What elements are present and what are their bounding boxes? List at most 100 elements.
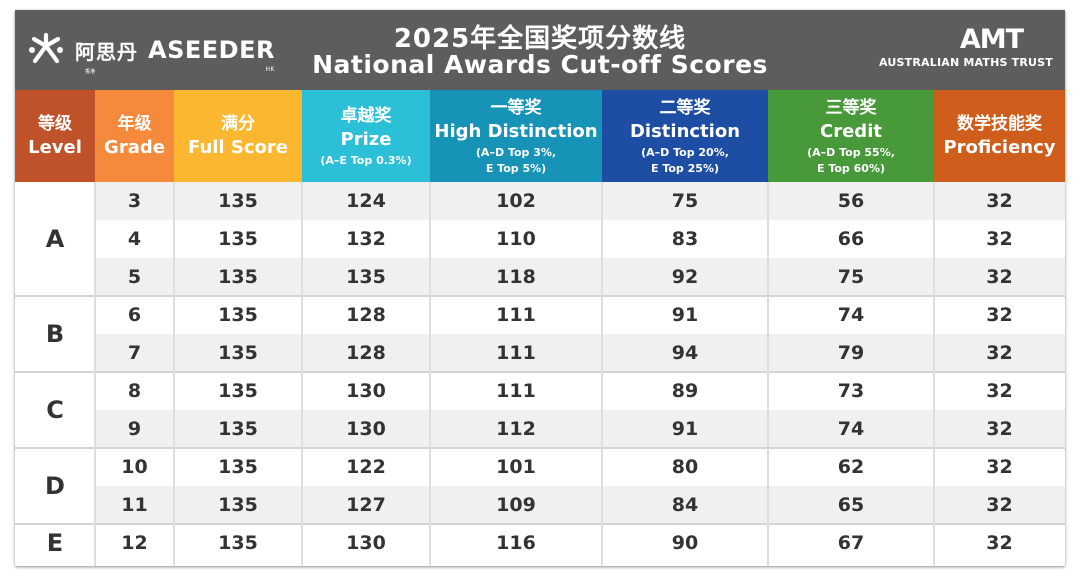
column-divider [429,182,431,566]
cell-full-score: 135 [218,342,258,364]
column-divider [94,182,96,566]
cell-credit: 79 [837,342,865,364]
header-en-label: Credit [820,121,882,142]
column-header-full-score: 满分 Full Score [174,90,302,182]
cell-grade: 3 [127,190,142,212]
aseeder-logo: 阿思丹 ASEEDER HK 香港 [27,30,275,75]
logo-hk-text: HK [265,66,275,73]
column-header-proficiency: 数学技能奖 Proficiency [934,90,1065,182]
cell-prize: 128 [346,304,386,326]
cell-grade: 7 [127,342,142,364]
cell-distinction: 80 [671,456,699,478]
header-sub2-label: E Top 60%) [816,162,885,175]
cell-full-score: 135 [218,266,258,288]
table-row: 9 135 130 112 91 74 32 [95,410,1065,448]
cell-prize: 130 [346,418,386,440]
table-row: 3 135 124 102 75 56 32 [95,182,1065,220]
cell-distinction: 75 [671,190,699,212]
score-table-card: 阿思丹 ASEEDER HK 香港 2025年全国奖项分数线 National A… [15,10,1065,566]
cell-credit: 73 [837,380,865,402]
header-en-label: Proficiency [943,137,1056,158]
cell-high-distinction: 102 [496,190,536,212]
header-cn-label: 年级 [117,114,152,134]
cell-proficiency: 32 [986,304,1013,326]
cell-grade: 6 [127,304,142,326]
header-sub1-label: (A–D Top 3%, [475,146,557,159]
table-row: 6 135 128 111 91 74 32 [95,296,1065,334]
cell-grade: 8 [127,380,142,402]
cell-distinction: 90 [671,532,699,554]
header-en-label: High Distinction [434,121,598,142]
cell-prize: 128 [346,342,386,364]
cell-proficiency: 32 [986,456,1013,478]
table-row: 4 135 132 110 83 66 32 [95,220,1065,258]
header-cn-label: 等级 [38,114,72,134]
cell-high-distinction: 111 [496,342,536,364]
sprout-icon [29,32,63,64]
page-title-en: National Awards Cut-off Scores [312,50,768,79]
title-banner: 阿思丹 ASEEDER HK 香港 2025年全国奖项分数线 National A… [15,10,1065,90]
header-en-label: Level [28,137,82,158]
cell-proficiency: 32 [986,266,1013,288]
table-row: 8 135 130 111 89 73 32 [95,372,1065,410]
header-cn-label: 卓越奖 [340,106,392,126]
cell-proficiency: 32 [986,418,1013,440]
column-header-level: 等级 Level [15,90,95,182]
header-cn-label: 满分 [221,114,255,134]
cell-high-distinction: 112 [496,418,536,440]
table-row: 10 135 122 101 80 62 32 [95,448,1065,486]
logo-cn-hk-text: 香港 [85,69,96,75]
cell-grade: 4 [127,228,142,250]
cell-prize: 122 [346,456,386,478]
cell-full-score: 135 [218,380,258,402]
cell-high-distinction: 110 [496,228,536,250]
table-row: 11 135 127 109 84 65 32 [95,486,1065,524]
logo-en-word: ASEEDER [148,36,275,64]
cell-credit: 74 [837,418,865,440]
column-divider [301,182,303,566]
cell-grade: 12 [121,532,148,554]
column-divider [173,182,175,566]
cell-distinction: 91 [671,418,699,440]
level-cell: B [15,296,95,372]
level-divider [15,295,1065,297]
cell-proficiency: 32 [986,228,1013,250]
cell-credit: 75 [837,266,865,288]
header-en-label: Grade [104,137,165,158]
header-sub1-label: (A–D Top 55%, [807,146,895,159]
cell-prize: 127 [346,494,386,516]
table-row: 5 135 135 118 92 75 32 [95,258,1065,296]
column-header-high-distinction: 一等奖 High Distinction (A–D Top 3%, E Top 5%) [430,90,602,182]
column-header-distinction: 二等奖 Distinction (A–D Top 20%, E Top 25%) [602,90,768,182]
cell-credit: 56 [837,190,865,212]
level-divider [15,523,1065,525]
header-en-label: Full Score [188,137,288,158]
cell-full-score: 135 [218,418,258,440]
cell-high-distinction: 111 [496,304,536,326]
cell-prize: 130 [346,380,386,402]
cell-credit: 66 [837,228,865,250]
header-sub2-label: E Top 5%) [485,162,547,175]
cell-proficiency: 32 [986,190,1013,212]
cell-grade: 9 [127,418,142,440]
level-cell: C [15,372,95,448]
cell-proficiency: 32 [986,342,1013,364]
column-header-grade: 年级 Grade [95,90,174,182]
cell-full-score: 135 [218,190,258,212]
cell-credit: 65 [837,494,865,516]
cell-credit: 67 [837,532,865,554]
header-cn-label: 一等奖 [490,98,542,118]
page-title-cn: 2025年全国奖项分数线 [393,24,687,54]
cell-proficiency: 32 [986,494,1013,516]
level-divider [15,371,1065,373]
cell-prize: 132 [346,228,386,250]
cell-high-distinction: 116 [496,532,536,554]
cell-credit: 74 [837,304,865,326]
column-divider [767,182,769,566]
cell-prize: 124 [346,190,386,212]
table-row: 7 135 128 111 94 79 32 [95,334,1065,372]
header-cn-label: 数学技能奖 [957,114,1042,134]
column-header-credit: 三等奖 Credit (A–D Top 55%, E Top 60%) [768,90,934,182]
logo-en-text: ASEEDER HK [148,36,275,73]
cell-credit: 62 [837,456,865,478]
